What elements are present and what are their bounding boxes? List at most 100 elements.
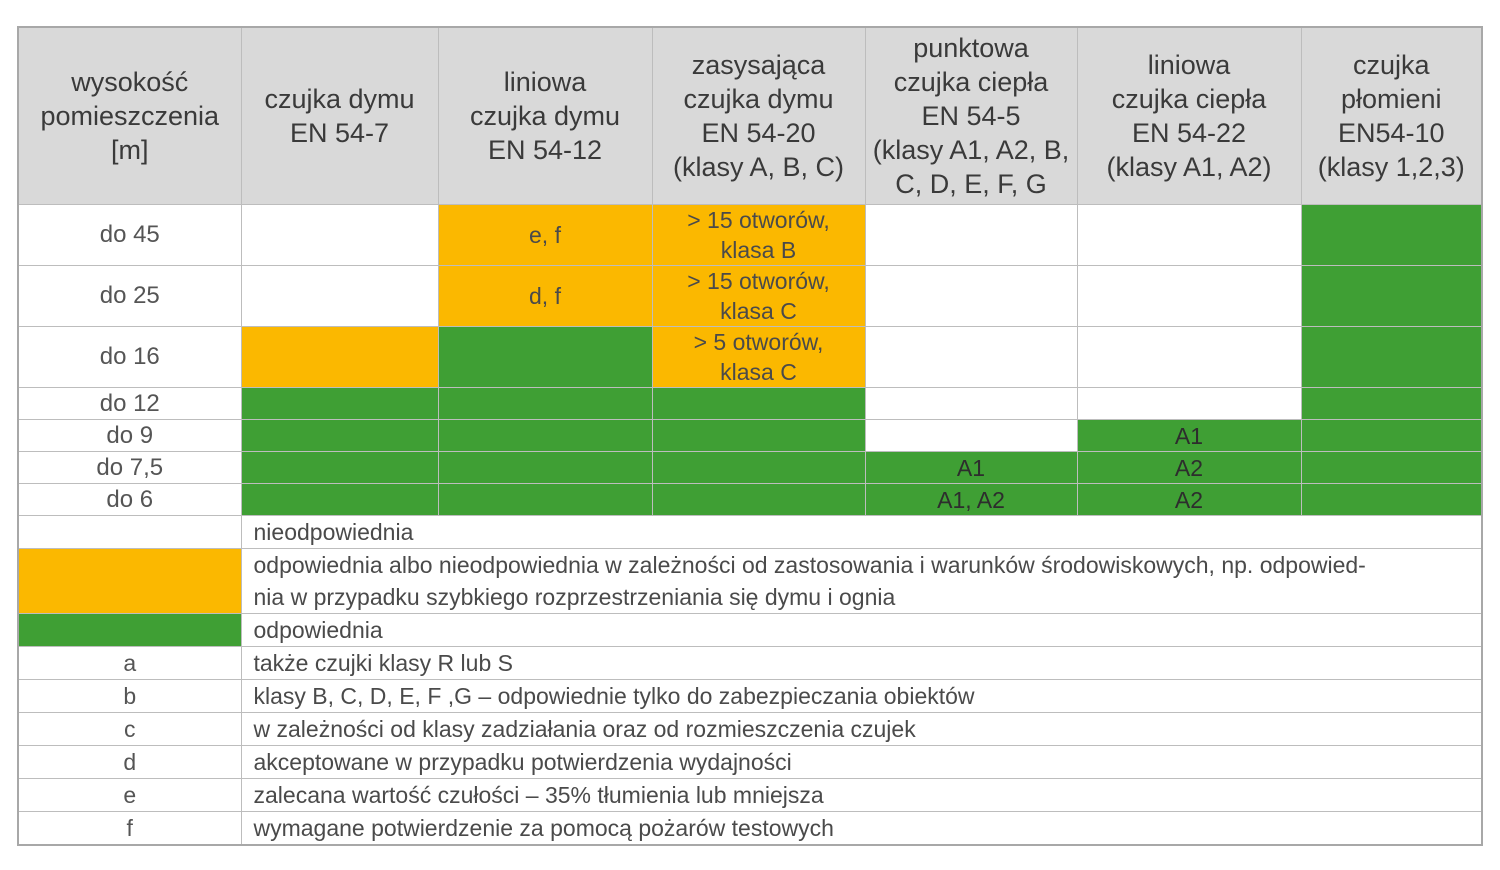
suitability-cell: > 15 otworów, klasa C [651,265,866,327]
legend-swatch [17,548,242,614]
text-line: A1 [956,454,986,481]
suitability-cell [437,326,653,388]
header-row: wysokość pomieszczenia [m] czujka dymu EN 54… [17,26,1483,205]
column-header: wysokość pomieszczenia [m] [17,26,242,205]
column-header: czujka płomieni EN54-10 (klasy 1,2,3) [1300,26,1483,205]
suitability-cell [240,451,439,484]
row-height-label: do 7,5 [17,451,242,484]
footnote-row: d akceptowane w przypadku potwierdzenia w… [17,745,1483,779]
suitability-cell [437,419,653,452]
text-line: EN 54-22 [1131,118,1247,148]
text-line: EN 54-12 [487,135,603,165]
suitability-cell [1076,265,1302,327]
text-line: A2 [1174,486,1204,513]
legend-text: odpowiednia albo nieodpowiednia w zależn… [240,548,1483,614]
text-line: EN54-10 [1337,118,1445,148]
text-line: EN 54-7 [289,118,390,148]
text-line: nieodpowiednia [253,519,414,545]
text-line: odpowiednia albo nieodpowiednia w zależn… [253,552,1366,578]
text-line: odpowiednia [253,617,383,643]
suitability-cell [240,326,439,388]
row-height-label: do 12 [17,387,242,420]
suitability-cell: A1 [864,451,1078,484]
footnote-text: także czujki klasy R lub S [240,646,1483,680]
text-line: EN 54-20 [701,118,816,148]
suitability-cell [1300,387,1483,420]
suitability-cell [651,451,866,484]
suitability-cell [240,265,439,327]
column-header: zasysająca czujka dymu EN 54-20 (klasy A, B… [651,26,866,205]
legend-text: nieodpowiednia [240,515,1483,549]
suitability-cell [1300,204,1483,266]
text-line: (klasy A, B, C) [672,152,845,182]
text-line: > 5 otworów, [693,329,824,355]
text-line: (klasy A1, A2, B, [872,135,1070,165]
suitability-cell [864,265,1078,327]
legend-row: nieodpowiednia [17,515,1483,549]
footnote-key: c [17,712,242,746]
row-height-label: do 25 [17,265,242,327]
row-height-label: do 16 [17,326,242,388]
suitability-cell [651,483,866,516]
suitability-cell: > 15 otworów, klasa B [651,204,866,266]
footnote-text: wymagane potwierdzenie za pomocą pożarów… [240,811,1483,846]
footnote-text: w zależności od klasy zadziałania oraz o… [240,712,1483,746]
row-height-label: do 45 [17,204,242,266]
text-line: punktowa [913,33,1029,63]
text-line: płomieni [1340,84,1442,114]
text-line: czujka ciepła [1111,84,1267,114]
suitability-cell [1076,387,1302,420]
footnote-row: e zalecana wartość czułości – 35% tłumien… [17,778,1483,812]
text-line: > 15 otworów, [687,207,830,233]
suitability-cell [240,419,439,452]
footnote-row: a także czujki klasy R lub S [17,646,1483,680]
suitability-cell [651,419,866,452]
suitability-cell [1300,419,1483,452]
text-line: (klasy A1, A2) [1106,152,1272,182]
text-line: klasa C [720,359,797,385]
suitability-cell: A2 [1076,483,1302,516]
height-row: do 7,5 A1 A2 [17,451,1483,484]
text-line: (klasy 1,2,3) [1317,152,1465,182]
suitability-cell: d, f [437,265,653,327]
legend-text: odpowiednia [240,613,1483,647]
footnote-row: f wymagane potwierdzenie za pomocą pożaró… [17,811,1483,846]
height-row: do 25 d, f > 15 otworów, klasa C [17,265,1483,327]
footnote-text: akceptowane w przypadku potwierdzenia wy… [240,745,1483,779]
text-line: A1 [1174,422,1204,449]
column-header: liniowa czujka ciepła EN 54-22 (klasy A1, A… [1076,26,1302,205]
height-row: do 45 e, f > 15 otworów, klasa B [17,204,1483,266]
text-line: A1, A2 [937,486,1005,513]
text-line: czujka [1352,50,1430,80]
text-line: czujka ciepła [893,67,1049,97]
footnote-key: e [17,778,242,812]
suitability-cell: A2 [1076,451,1302,484]
text-line: nia w przypadku szybkiego rozprzestrzeni… [253,584,896,610]
height-row: do 12 [17,387,1483,420]
suitability-cell [437,483,653,516]
detector-suitability-table: wysokość pomieszczenia [m] czujka dymu EN 54… [17,26,1483,846]
suitability-cell [1300,483,1483,516]
suitability-cell [240,387,439,420]
suitability-cell [437,387,653,420]
legend-row: odpowiednia albo nieodpowiednia w zależn… [17,548,1483,614]
suitability-cell [1300,451,1483,484]
suitability-cell [864,387,1078,420]
footnote-key: d [17,745,242,779]
column-header: punktowa czujka ciepła EN 54-5 (klasy A1, A… [864,26,1078,205]
row-height-label: do 9 [17,419,242,452]
text-line: e, f [529,222,561,248]
height-row: do 9 A1 [17,419,1483,452]
suitability-cell [1300,265,1483,327]
text-line: klasa C [720,298,797,324]
text-line: pomieszczenia [40,101,220,131]
text-line: A2 [1174,454,1204,481]
row-height-label: do 6 [17,483,242,516]
text-line: wysokość [71,67,189,97]
footnote-row: b klasy B, C, D, E, F ,G – odpowiednie ty… [17,679,1483,713]
suitability-cell [437,451,653,484]
text-line: > 15 otworów, [687,268,830,294]
text-line: czujka dymu [683,84,834,114]
footnote-key: b [17,679,242,713]
text-line: klasa B [720,237,797,263]
